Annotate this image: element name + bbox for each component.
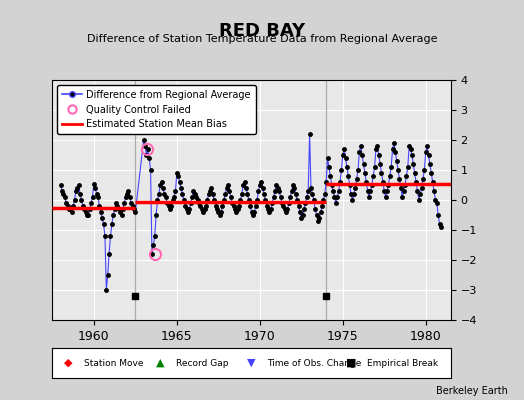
Text: ▼: ▼ [247, 358, 256, 368]
Legend: Difference from Regional Average, Quality Control Failed, Estimated Station Mean: Difference from Regional Average, Qualit… [57, 85, 256, 134]
Text: Station Move: Station Move [84, 358, 144, 368]
Text: ◆: ◆ [64, 358, 73, 368]
Text: Record Gap: Record Gap [176, 358, 228, 368]
Text: Time of Obs. Change: Time of Obs. Change [267, 358, 362, 368]
Text: Difference of Station Temperature Data from Regional Average: Difference of Station Temperature Data f… [87, 34, 437, 44]
Text: Berkeley Earth: Berkeley Earth [436, 386, 508, 396]
Text: Empirical Break: Empirical Break [367, 358, 438, 368]
Text: ■: ■ [346, 358, 356, 368]
Text: ▲: ▲ [156, 358, 164, 368]
Text: RED BAY: RED BAY [219, 22, 305, 40]
